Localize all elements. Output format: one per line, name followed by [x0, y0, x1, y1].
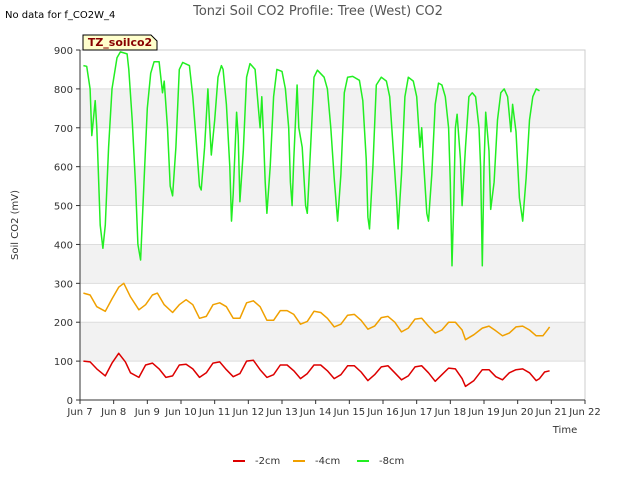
x-tick-label: Jun 7 — [66, 407, 92, 418]
y-tick-label: 600 — [54, 163, 73, 174]
series-group — [83, 51, 551, 388]
no-data-note: No data for f_CO2W_4 — [5, 10, 115, 21]
badge-label: TZ_soilco2 — [88, 36, 152, 49]
x-tick-label: Jun 14 — [299, 407, 332, 418]
y-tick-label: 800 — [54, 85, 73, 96]
y-tick-label: 0 — [67, 396, 73, 407]
plot-band — [80, 322, 585, 362]
x-tick-label: Jun 21 — [535, 407, 568, 418]
y-tick-label: 900 — [54, 46, 73, 57]
y-axis-label: Soil CO2 (mV) — [10, 190, 21, 260]
x-tick-label: Jun 19 — [467, 407, 500, 418]
axes-group: 0 100 200 300 400 500 600 700 800 900 Jun 7 Jun 8 Ju… — [54, 46, 601, 418]
x-tick-label: Jun 10 — [164, 407, 197, 418]
x-tick-label: Jun 13 — [265, 407, 298, 418]
grid-lines — [80, 49, 585, 401]
x-tick-label: Jun 22 — [568, 407, 601, 418]
y-tick-label: 700 — [54, 124, 73, 135]
x-tick-label: Jun 16 — [366, 407, 399, 418]
x-axis-label: Time — [552, 425, 577, 436]
y-tick-label: 500 — [54, 202, 73, 213]
x-tick-label: Jun 20 — [501, 407, 534, 418]
x-tick-label: Jun 18 — [434, 407, 467, 418]
badge-box — [82, 34, 158, 51]
legend: -2cm -4cm -8cm — [233, 456, 404, 467]
x-tick-label: Jun 11 — [198, 407, 231, 418]
plot-background — [80, 50, 585, 400]
y-tick-label: 400 — [54, 240, 73, 251]
y-tick-label: 300 — [54, 279, 73, 290]
x-tick-label: Jun 15 — [333, 407, 366, 418]
x-tick-label: Jun 9 — [134, 407, 160, 418]
x-tick-label: Jun 8 — [100, 407, 126, 418]
series-line--2cm — [83, 352, 550, 388]
y-tick-label: 200 — [54, 318, 73, 329]
legend-label--4cm: -4cm — [315, 456, 340, 467]
plot-band — [80, 166, 585, 206]
x-tick-label: Jun 17 — [400, 407, 433, 418]
series-line--8cm — [83, 51, 540, 267]
legend-label--2cm: -2cm — [255, 456, 280, 467]
plot-band — [80, 244, 585, 284]
y-tick-label: 100 — [54, 357, 73, 368]
chart-title: Tonzi Soil CO2 Profile: Tree (West) CO2 — [192, 4, 443, 19]
badge: TZ_soilco2 — [82, 34, 158, 51]
legend-label--8cm: -8cm — [379, 456, 404, 467]
series-line--4cm — [83, 282, 551, 341]
x-tick-label: Jun 12 — [232, 407, 265, 418]
